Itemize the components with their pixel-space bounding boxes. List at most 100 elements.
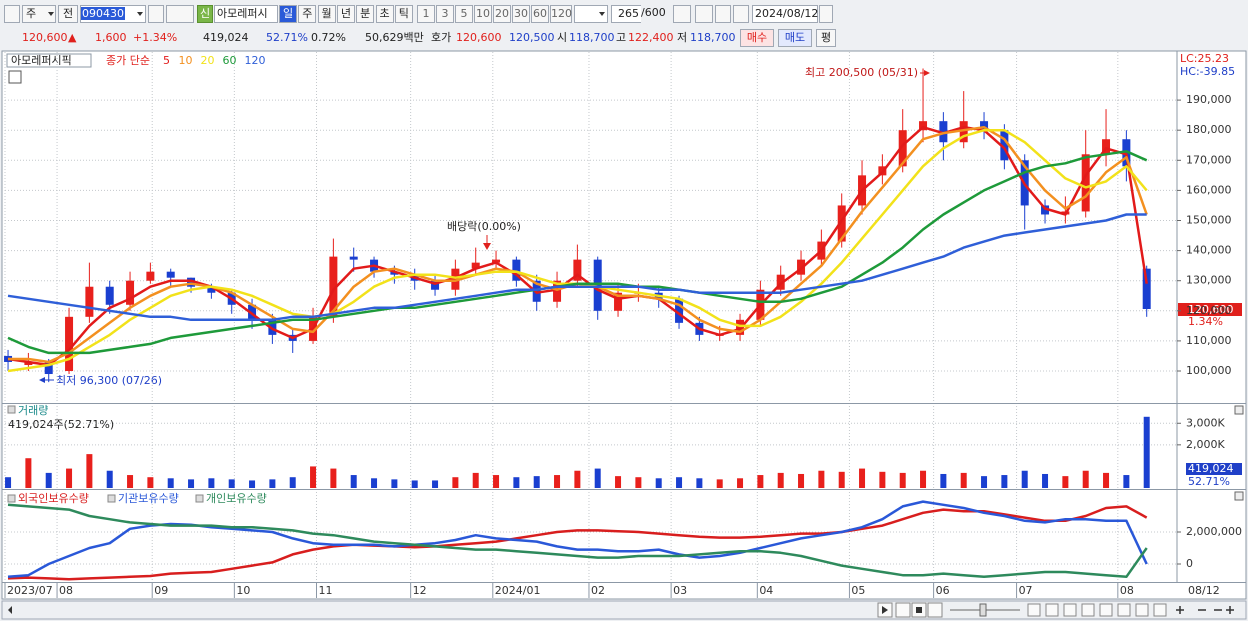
interval-button[interactable]: 년: [336, 5, 355, 23]
volume-bar: [493, 475, 500, 488]
low: 118,700: [690, 31, 736, 44]
interval-button[interactable]: 주: [298, 5, 317, 23]
volume-tag: [1186, 463, 1242, 475]
volume-bar: [5, 477, 12, 488]
candle-body: [471, 262, 480, 269]
chart-area: [1, 50, 1247, 600]
low-label: 저: [677, 31, 688, 44]
tool[interactable]: [1117, 603, 1131, 617]
scroll-left[interactable]: [8, 606, 12, 614]
candle-body: [451, 268, 460, 290]
interval-button[interactable]: 일: [279, 5, 297, 23]
dropdown[interactable]: [574, 5, 608, 23]
pane-close[interactable]: [1234, 405, 1244, 415]
y-tick-label: 110,000: [1186, 334, 1232, 347]
legend-icon: [107, 494, 116, 503]
tool[interactable]: [1081, 603, 1095, 617]
candle-body: [553, 280, 562, 302]
table-icon[interactable]: [8, 70, 22, 84]
settings-button[interactable]: [733, 5, 749, 23]
tool[interactable]: [1045, 603, 1059, 617]
scrollbar[interactable]: [1, 600, 1247, 620]
sell-button[interactable]: 매도: [778, 29, 812, 47]
calendar-button[interactable]: [819, 5, 833, 23]
zoom-thumb[interactable]: [979, 603, 987, 617]
save-button[interactable]: [715, 5, 731, 23]
volume-bar: [310, 466, 317, 488]
volume-bar: [45, 472, 52, 488]
multiplier-button[interactable]: 30: [512, 5, 530, 23]
stock-name: 아모레퍼시: [214, 5, 278, 23]
multiplier-button[interactable]: 3: [436, 5, 454, 23]
volume-bar: [777, 472, 784, 488]
sound-button[interactable]: [166, 5, 194, 23]
volume-bar: [1042, 473, 1049, 488]
interval-button[interactable]: 초: [375, 5, 394, 23]
open-label: 시: [557, 31, 568, 44]
volume-bar: [371, 478, 378, 488]
volume-bar: [533, 476, 540, 488]
multiplier-button[interactable]: 1: [417, 5, 435, 23]
menu-icon[interactable]: [4, 5, 20, 23]
volume-bar: [716, 479, 723, 488]
legend-icon[interactable]: [7, 405, 16, 414]
volume-bar: [289, 477, 296, 488]
multiplier-button[interactable]: 120: [550, 5, 572, 23]
price: 120,600: [22, 31, 68, 44]
x-tick-label: 2023/07: [7, 584, 53, 597]
rewind[interactable]: [895, 602, 911, 618]
candle-body: [675, 298, 684, 323]
volume-bar: [1062, 476, 1069, 488]
x-tick-label: 08: [1120, 584, 1134, 597]
multiplier-button[interactable]: 20: [493, 5, 511, 23]
interval-button[interactable]: 분: [356, 5, 375, 23]
multiplier-button[interactable]: 5: [455, 5, 473, 23]
buy-button[interactable]: 매수: [740, 29, 774, 47]
tool-button[interactable]: [695, 5, 713, 23]
candle-body: [65, 316, 74, 372]
count-input[interactable]: 265: [611, 5, 641, 23]
tool[interactable]: [1027, 603, 1041, 617]
volume-bar: [330, 468, 337, 488]
multiplier-button[interactable]: 10: [474, 5, 492, 23]
interval-button[interactable]: 월: [317, 5, 336, 23]
multiplier-button[interactable]: 60: [531, 5, 549, 23]
tool[interactable]: [1063, 603, 1077, 617]
interval-button[interactable]: 틱: [394, 5, 413, 23]
tool[interactable]: [1153, 603, 1167, 617]
candle-body: [390, 271, 399, 275]
tool[interactable]: [1135, 603, 1149, 617]
volume-bar: [1143, 416, 1150, 488]
volume-bar: [594, 468, 601, 488]
avg-button[interactable]: 평: [816, 29, 836, 47]
volume-bar: [452, 477, 459, 488]
amount: 50,629백만: [365, 31, 424, 44]
candle-body: [126, 280, 135, 305]
candle-body: [349, 256, 358, 260]
icon: [882, 606, 888, 614]
x-tick-label: 02: [591, 584, 605, 597]
candle-body: [959, 121, 968, 143]
volume-title: 거래량: [18, 404, 48, 417]
code-input[interactable]: 090430: [80, 5, 146, 23]
new-badge[interactable]: 신: [197, 5, 213, 23]
pane-close[interactable]: [1234, 491, 1244, 501]
y-tick-label: 180,000: [1186, 123, 1232, 136]
volume-tag-label: 419,024: [1188, 462, 1234, 475]
prev-button[interactable]: 전: [58, 5, 78, 23]
tool-button[interactable]: [673, 5, 691, 23]
volume-bar: [798, 473, 805, 488]
label: 주: [26, 7, 37, 20]
search-button[interactable]: [148, 5, 164, 23]
tool[interactable]: [1099, 603, 1113, 617]
legend-icon: [7, 494, 16, 503]
volume-bar: [269, 479, 276, 488]
dropdown-arrow: [137, 12, 143, 16]
volume-bar: [1103, 472, 1110, 488]
date-input[interactable]: 2024/08/12: [752, 5, 818, 23]
period-select[interactable]: 주: [22, 5, 56, 23]
volume-bar: [818, 470, 825, 488]
forward[interactable]: [927, 602, 943, 618]
series-line: [7, 150, 1148, 355]
volume-bar: [513, 477, 520, 488]
